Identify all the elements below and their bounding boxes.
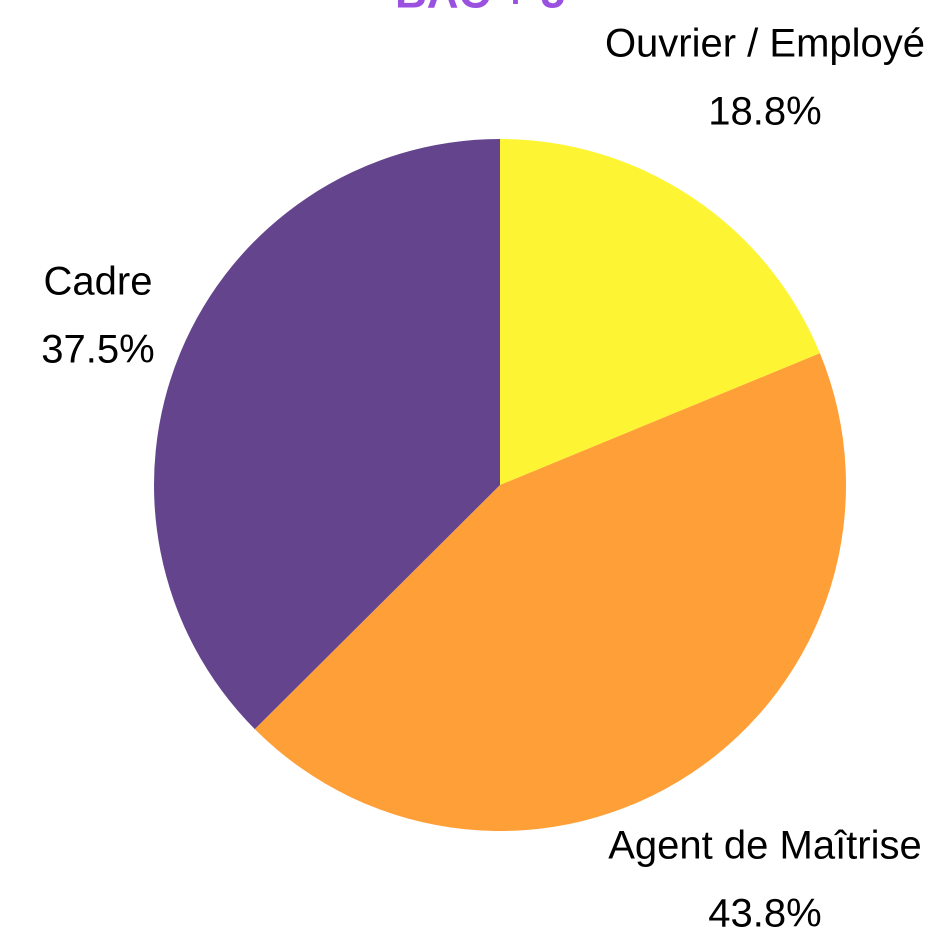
slice-label: Ouvrier / Employé [605, 22, 925, 66]
pie-slice [254, 353, 847, 832]
slice-label: Agent de Maîtrise [608, 824, 922, 868]
pie-slice [500, 139, 820, 485]
slice-value-label: 43.8% [708, 892, 821, 936]
slice-value-label: 37.5% [41, 328, 154, 372]
slice-label: Cadre [44, 260, 153, 304]
slice-value-label: 18.8% [708, 90, 821, 134]
pie-slice [154, 139, 501, 730]
chart-title: BAC + 5 [395, 0, 565, 18]
